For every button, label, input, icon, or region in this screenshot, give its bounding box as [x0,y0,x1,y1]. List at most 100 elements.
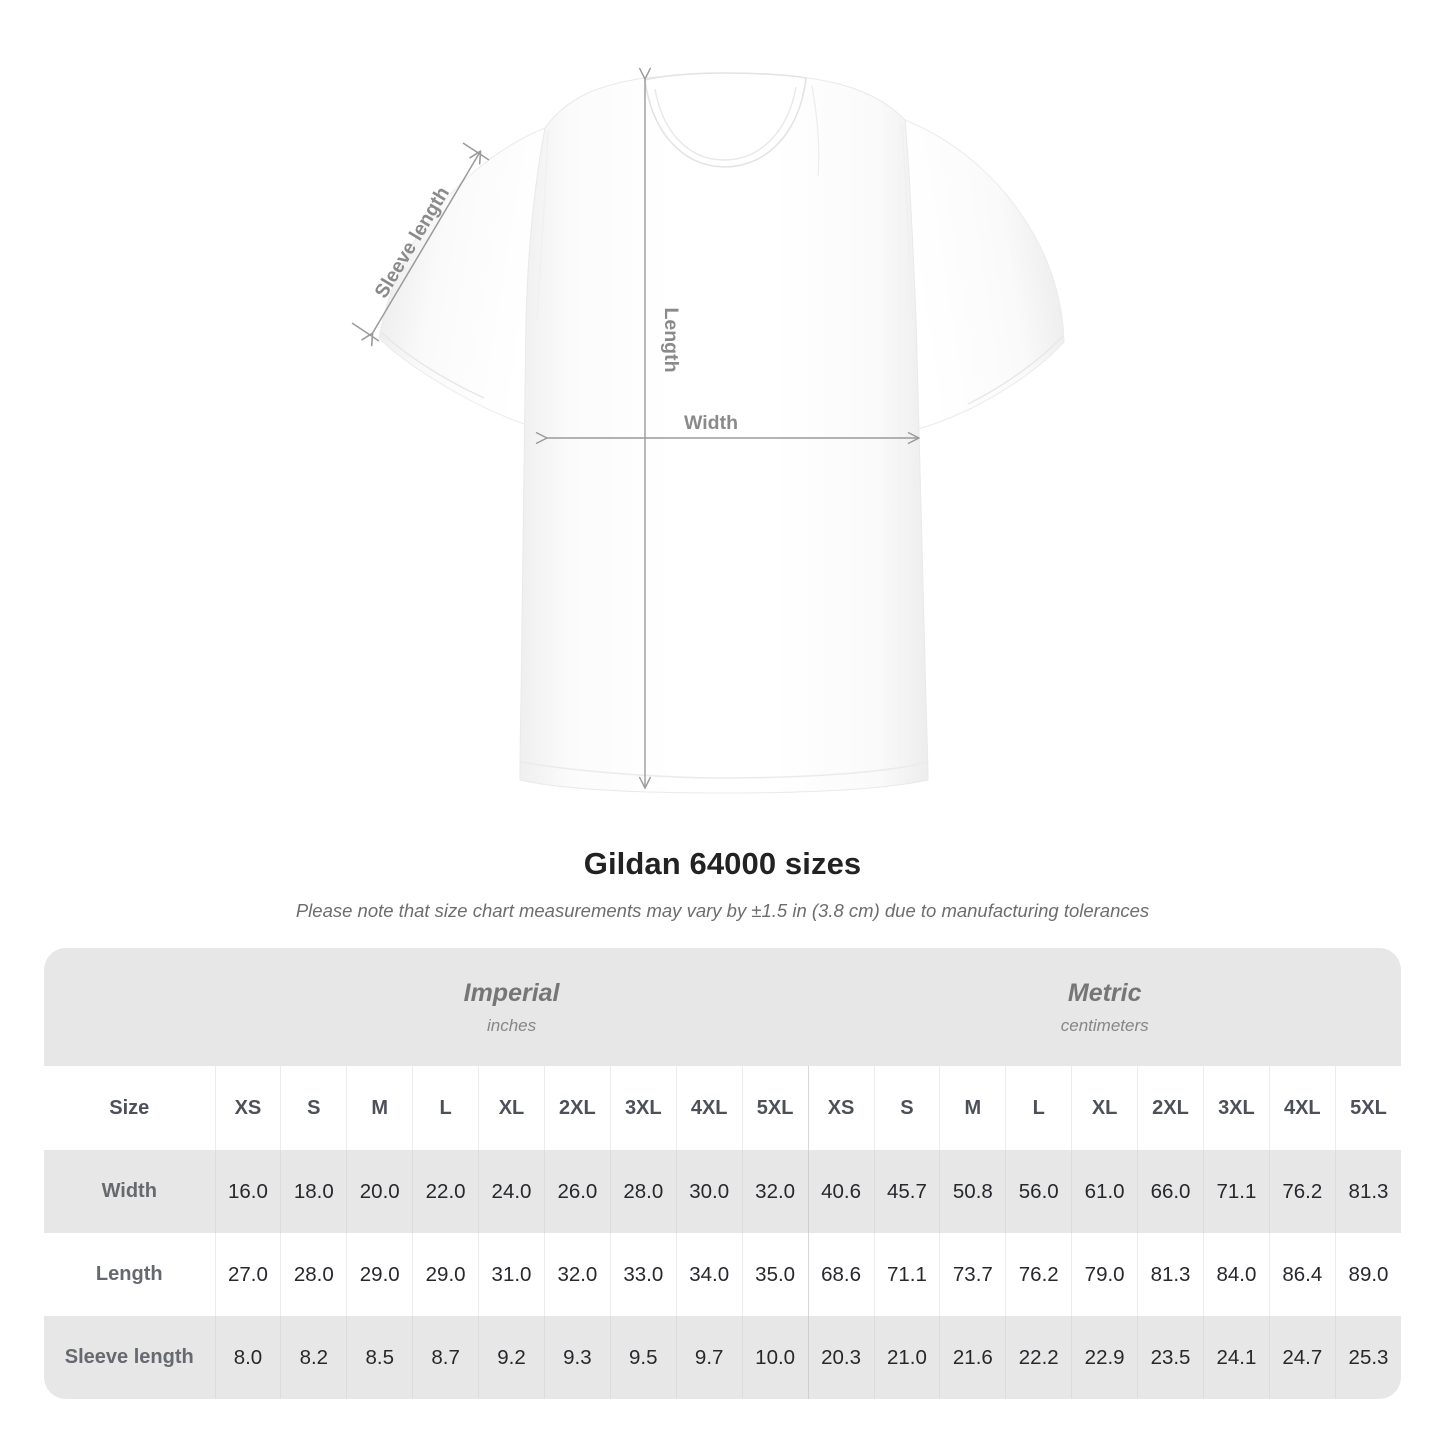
cell-value: 32.0 [741,1150,809,1233]
cell-value: 18.0 [280,1150,347,1233]
cell-value: 79.0 [1071,1233,1138,1316]
size-header-metric-xl: XL [1071,1066,1138,1150]
cell-value: 9.2 [478,1316,545,1399]
unit-group-name: Metric [1067,978,1142,1007]
size-header-imperial-2xl: 2XL [543,1066,611,1150]
table-row: Width 16.0 18.0 20.0 22.0 24.0 26.0 28.0 30.0 32.… [44,1150,1402,1233]
size-header-imperial-3xl: 3XL [609,1066,677,1150]
tshirt-right-sleeve [904,119,1065,433]
cell-value: 68.6 [807,1233,875,1316]
cell-value: 71.1 [1202,1150,1270,1233]
cell-value: 71.1 [873,1233,940,1316]
cell-value: 35.0 [741,1233,809,1316]
row-label-width: Width [44,1150,215,1233]
size-header-row: Size XS S M L XL 2XL 3XL 4XL 5XL XS S M L XL 2XL 3XL 4XL 5… [44,1066,1402,1150]
unit-group-metric: Metric centimeters [808,948,1402,1066]
cell-value: 29.0 [346,1233,413,1316]
size-header-imperial-l: L [412,1066,479,1150]
cell-value: 22.9 [1071,1316,1138,1399]
row-label-sleeve-length: Sleeve length [44,1316,215,1399]
cell-value: 8.7 [412,1316,479,1399]
table-row: Length 27.0 28.0 29.0 29.0 31.0 32.0 33.0 34.0 35… [44,1233,1402,1316]
size-header-imperial-m: M [346,1066,413,1150]
tshirt-collar-rib [654,86,797,161]
cell-value: 22.0 [412,1150,479,1233]
cell-value: 16.0 [214,1150,281,1233]
size-header-metric-3xl: 3XL [1202,1066,1270,1150]
cell-value: 76.2 [1005,1233,1072,1316]
cell-value: 40.6 [807,1150,875,1233]
cell-value: 76.2 [1268,1150,1336,1233]
tshirt-diagram-svg: Sleeve length Length Width [351,67,1065,794]
cell-value: 24.1 [1202,1316,1270,1399]
tshirt-bottom-hem [520,761,929,779]
cell-value: 29.0 [412,1233,479,1316]
cell-value: 81.3 [1334,1150,1402,1233]
tshirt-collar [644,72,807,168]
size-header-imperial-5xl: 5XL [741,1066,809,1150]
length-label: Length [660,308,682,373]
cell-value: 24.7 [1268,1316,1336,1399]
cell-value: 28.0 [280,1233,347,1316]
cell-value: 8.2 [280,1316,347,1399]
unit-row-spacer [44,948,215,1066]
tolerance-note: Please note that size chart measurements… [295,900,1150,922]
size-header-imperial-xl: XL [478,1066,545,1150]
width-dimension: Width [535,412,920,444]
size-header-label: Size [44,1066,215,1150]
size-header-metric-xs: XS [807,1066,875,1150]
unit-group-subtitle: inches [486,1015,537,1035]
cell-value: 30.0 [675,1150,743,1233]
cell-value: 73.7 [939,1233,1006,1316]
chart-heading-block: Gildan 64000 sizes Please note that size… [0,845,1445,922]
cell-value: 61.0 [1071,1150,1138,1233]
size-header-metric-5xl: 5XL [1334,1066,1402,1150]
cell-value: 21.0 [873,1316,940,1399]
unit-group-name: Imperial [463,978,560,1007]
cell-value: 9.5 [609,1316,677,1399]
cell-value: 24.0 [478,1150,545,1233]
cell-value: 20.3 [807,1316,875,1399]
cell-value: 25.3 [1334,1316,1402,1399]
cell-value: 31.0 [478,1233,545,1316]
size-header-metric-s: S [873,1066,940,1150]
size-header-imperial-4xl: 4XL [675,1066,743,1150]
unit-group-row: Imperial inches Metric centimeters [44,948,1402,1066]
size-header-imperial-s: S [280,1066,347,1150]
sleeve-length-tick-bottom [351,322,380,342]
cell-value: 50.8 [939,1150,1006,1233]
tshirt-left-shoulder-seam [536,129,549,321]
table-row: Sleeve length 8.0 8.2 8.5 8.7 9.2 9.3 9.5 9.7 10.… [44,1316,1402,1399]
tshirt-right-shoulder-seam [901,123,914,321]
cell-value: 9.7 [675,1316,743,1399]
unit-group-imperial: Imperial inches [215,948,809,1066]
cell-value: 22.2 [1005,1316,1072,1399]
size-header-metric-2xl: 2XL [1137,1066,1204,1150]
size-header-metric-l: L [1005,1066,1072,1150]
cell-value: 66.0 [1137,1150,1204,1233]
cell-value: 34.0 [675,1233,743,1316]
cell-value: 10.0 [741,1316,809,1399]
sleeve-length-arrow [361,150,482,347]
cell-value: 9.3 [543,1316,611,1399]
cell-value: 8.0 [214,1316,281,1399]
page-title: Gildan 64000 sizes [583,846,862,881]
width-label: Width [684,412,738,434]
tshirt-collar-seam [811,85,820,177]
size-header-metric-4xl: 4XL [1268,1066,1336,1150]
size-header-imperial-xs: XS [214,1066,281,1150]
cell-value: 33.0 [609,1233,677,1316]
row-label-length: Length [44,1233,215,1316]
cell-value: 23.5 [1137,1316,1204,1399]
tshirt-right-sleeve-hem [967,335,1064,405]
cell-value: 32.0 [543,1233,611,1316]
size-chart-table-container: Imperial inches Metric centimeters Size XS S M L… [44,948,1402,1399]
cell-value: 27.0 [214,1233,281,1316]
cell-value: 84.0 [1202,1233,1270,1316]
cell-value: 56.0 [1005,1150,1072,1233]
cell-value: 26.0 [543,1150,611,1233]
cell-value: 20.0 [346,1150,413,1233]
tshirt-diagram-panel: Sleeve length Length Width [351,67,1065,794]
cell-value: 81.3 [1137,1233,1204,1316]
cell-value: 86.4 [1268,1233,1336,1316]
